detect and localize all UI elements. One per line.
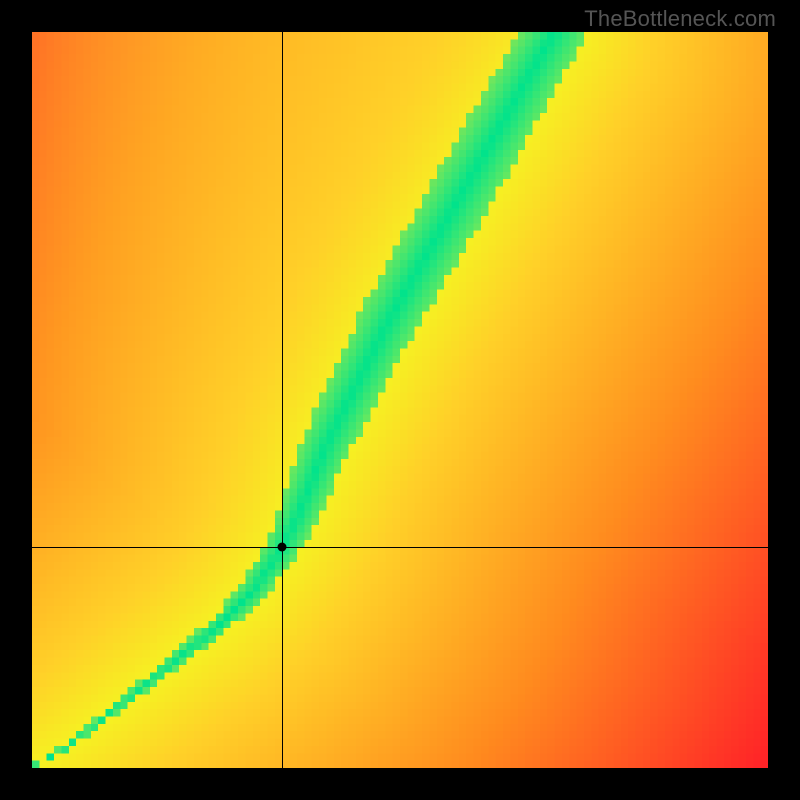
heatmap-canvas bbox=[32, 32, 768, 768]
watermark-text: TheBottleneck.com bbox=[584, 6, 776, 32]
chart-container: TheBottleneck.com bbox=[0, 0, 800, 800]
selected-point-marker bbox=[278, 543, 287, 552]
crosshair-horizontal bbox=[32, 547, 768, 548]
crosshair-vertical bbox=[282, 32, 283, 768]
